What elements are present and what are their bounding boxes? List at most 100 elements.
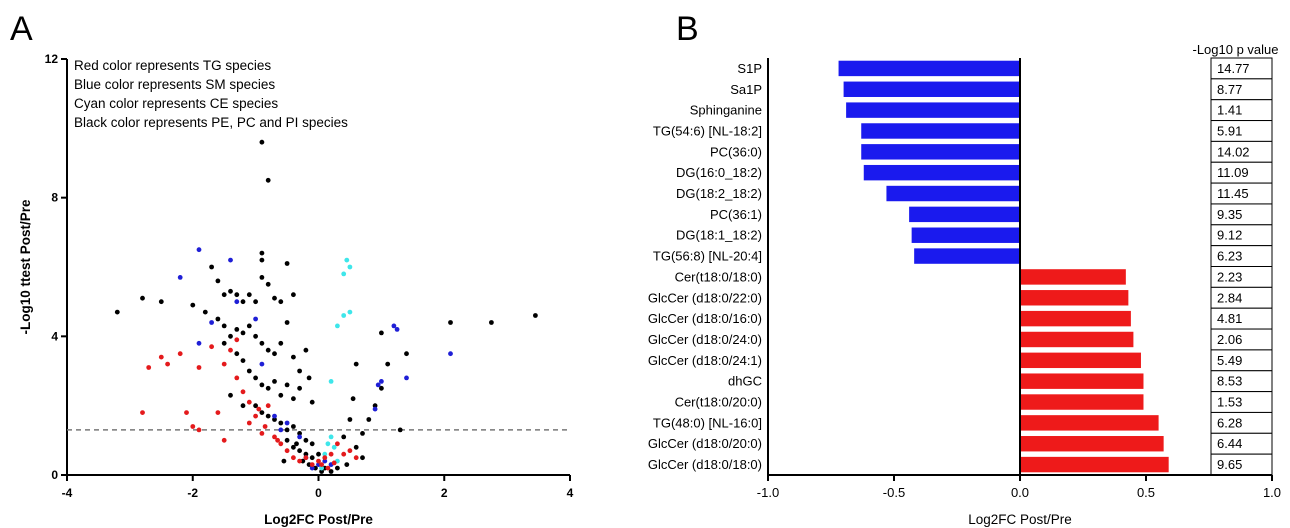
scatter-point-tg <box>316 458 321 464</box>
scatter-point-pe-pc-pi <box>284 437 290 443</box>
scatter-point-pe-pc-pi <box>228 392 233 398</box>
scatter-point-pe-pc-pi <box>221 323 227 329</box>
pvalue-text: 6.28 <box>1217 415 1242 430</box>
scatter-point-pe-pc-pi <box>379 330 384 336</box>
panel-a: A -4 -2 0 2 4 0 4 8 12 Red color represents TG … <box>10 10 574 527</box>
scatter-point-tg <box>140 410 145 415</box>
scatter-point-tg <box>228 347 233 353</box>
legend-entry: Black color represents PE, PC and PI spe… <box>74 115 348 130</box>
scatter-point-pe-pc-pi <box>291 292 296 298</box>
bar <box>886 185 1020 202</box>
bar <box>843 81 1020 97</box>
category-label: TG(56:8) [NL-20:4] <box>653 249 762 264</box>
x-tick-label: 0.0 <box>1011 485 1029 500</box>
scatter-point-pe-pc-pi <box>234 292 240 298</box>
scatter-point-pe-pc-pi <box>259 250 265 256</box>
y-tick-label: 12 <box>45 52 59 66</box>
scatter-point-pe-pc-pi <box>303 347 309 353</box>
x-tick-label: 4 <box>567 486 574 500</box>
category-label: Sa1P <box>730 82 762 97</box>
scatter-point-pe-pc-pi <box>272 295 277 301</box>
scatter-point-tg <box>246 420 252 426</box>
pvalue-text: 9.35 <box>1217 207 1242 222</box>
category-label: Cer(t18:0/18:0) <box>675 269 762 284</box>
bar <box>1020 373 1144 389</box>
pvalue-text: 6.44 <box>1217 436 1242 451</box>
scatter-point-tg <box>325 465 331 471</box>
scatter-point-pe-pc-pi <box>397 427 403 433</box>
scatter-point-ce <box>325 441 331 447</box>
x-tick-label: -0.5 <box>883 485 905 500</box>
scatter-point-pe-pc-pi <box>335 465 340 471</box>
scatter-point-pe-pc-pi <box>234 327 240 332</box>
x-axis-label-b: Log2FC Post/Pre <box>968 512 1072 527</box>
pvalue-text: 9.12 <box>1217 228 1242 243</box>
x-tick-label: 2 <box>441 486 448 500</box>
bars-b <box>838 60 1169 473</box>
category-label: S1P <box>737 61 762 76</box>
x-tick-label: -2 <box>187 486 198 500</box>
bar <box>909 206 1020 223</box>
scatter-point-pe-pc-pi <box>259 139 265 145</box>
scatter-point-pe-pc-pi <box>259 340 265 346</box>
bar <box>1020 415 1159 431</box>
scatter-point-pe-pc-pi <box>265 385 271 391</box>
bar <box>863 164 1020 181</box>
scatter-point-tg <box>234 375 240 381</box>
scatter-point-ce <box>341 313 347 318</box>
pvalue-text: 9.65 <box>1217 457 1242 472</box>
scatter-point-tg <box>322 455 328 461</box>
scatter-point-pe-pc-pi <box>291 354 296 360</box>
scatter-point-sm <box>448 351 453 357</box>
bar <box>838 60 1020 77</box>
bar <box>1020 436 1164 452</box>
scatter-point-pe-pc-pi <box>319 469 324 474</box>
scatter-point-tg <box>165 361 171 367</box>
bar <box>1020 352 1141 369</box>
scatter-point-sm <box>372 406 378 412</box>
scatter-point-tg <box>177 351 183 357</box>
category-label: DG(18:2_18:2) <box>676 186 762 201</box>
category-label: Cer(t18:0/20:0) <box>675 395 762 410</box>
scatter-point-pe-pc-pi <box>265 413 271 419</box>
pvalue-text: 8.53 <box>1217 374 1242 389</box>
bar <box>1020 456 1169 473</box>
scatter-point-ce <box>328 379 334 384</box>
scatter-point-pe-pc-pi <box>309 441 315 447</box>
scatter-point-sm <box>309 465 315 471</box>
pvalue-text: 1.53 <box>1217 395 1242 410</box>
scatter-point-pe-pc-pi <box>215 316 221 322</box>
scatter-points <box>114 139 538 474</box>
scatter-point-tg <box>184 410 189 415</box>
category-label: GlcCer (d18:0/24:1) <box>648 353 762 368</box>
y-tick-label: 4 <box>51 329 58 343</box>
pvalue-header: -Log10 p value <box>1192 42 1278 57</box>
scatter-point-tg <box>259 431 265 436</box>
scatter-point-pe-pc-pi <box>265 347 271 353</box>
scatter-point-pe-pc-pi <box>209 264 215 270</box>
scatter-point-sm <box>234 299 240 305</box>
y-tick-label: 8 <box>51 191 58 205</box>
scatter-point-pe-pc-pi <box>228 333 233 339</box>
scatter-point-tg <box>256 406 262 412</box>
x-tick-label: 0 <box>315 486 322 500</box>
bar <box>1020 394 1144 410</box>
pvalue-text: 14.02 <box>1217 144 1250 159</box>
scatter-point-tg <box>240 389 246 395</box>
scatter-point-tg <box>221 361 227 367</box>
scatter-point-pe-pc-pi <box>291 396 296 402</box>
category-label: DG(18:1_18:2) <box>676 228 762 243</box>
scatter-point-pe-pc-pi <box>265 281 271 287</box>
scatter-point-sm <box>259 361 265 367</box>
scatter-point-pe-pc-pi <box>281 458 287 464</box>
scatter-point-pe-pc-pi <box>246 368 252 374</box>
scatter-point-tg <box>246 399 252 405</box>
scatter-point-pe-pc-pi <box>202 309 208 315</box>
y-tick-label: 0 <box>51 468 58 482</box>
x-tick-label: -1.0 <box>757 485 779 500</box>
scatter-point-tg <box>309 462 315 467</box>
scatter-point-sm <box>322 458 328 464</box>
scatter-point-pe-pc-pi <box>228 288 233 294</box>
x-tick-label: 0.5 <box>1137 485 1155 500</box>
